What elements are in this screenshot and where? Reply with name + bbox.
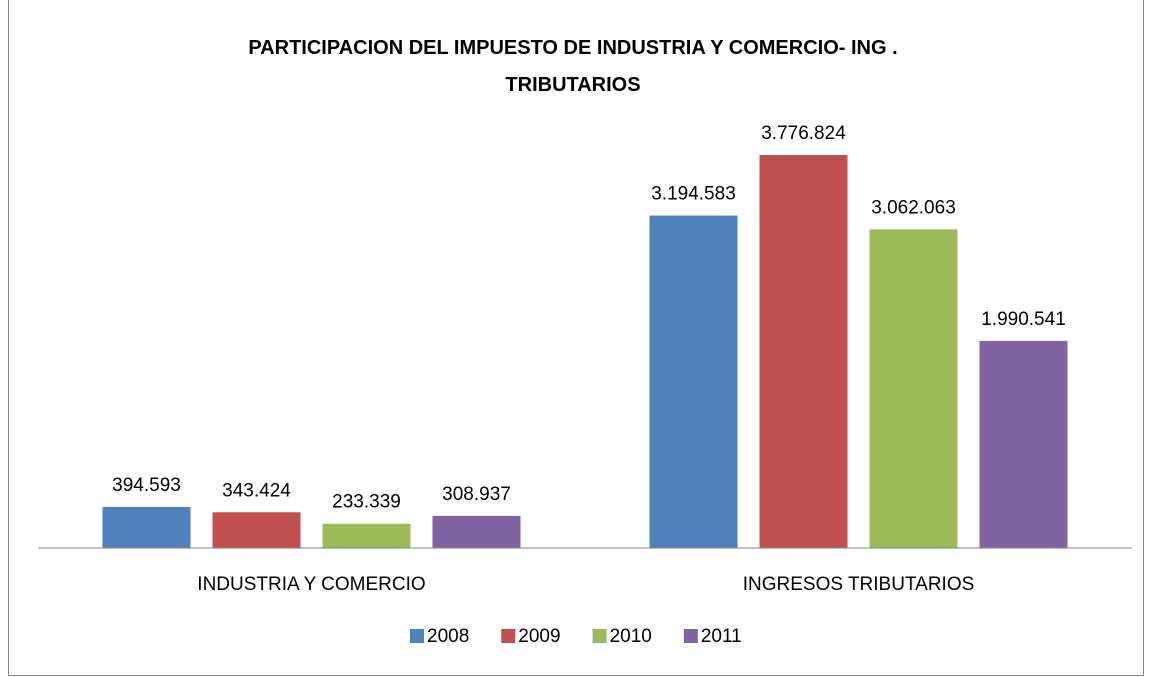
x-tick-label: INDUSTRIA Y COMERCIO	[197, 574, 425, 595]
legend-swatch	[683, 629, 698, 643]
bar	[649, 215, 738, 548]
data-label: 394.593	[112, 475, 181, 496]
bar	[322, 523, 411, 548]
data-label: 1.990.541	[981, 309, 1066, 330]
data-label: 3.194.583	[651, 184, 736, 205]
legend-swatch	[501, 629, 516, 643]
legend-label: 2008	[427, 626, 469, 647]
legend-swatch	[592, 629, 607, 643]
data-label: 308.937	[442, 484, 511, 505]
bar	[432, 515, 521, 548]
data-label: 3.062.063	[871, 197, 956, 218]
data-label: 233.339	[332, 492, 401, 513]
chart-title: PARTICIPACION DEL IMPUESTO DE INDUSTRIA …	[248, 37, 898, 96]
legend-label: 2009	[518, 626, 560, 647]
data-label: 3.776.824	[761, 123, 846, 144]
legend-label: 2011	[701, 626, 742, 647]
data-label: 343.424	[222, 480, 291, 501]
chart-frame	[8, 0, 1144, 676]
legend-swatch	[410, 629, 424, 643]
bar	[759, 155, 848, 548]
bar	[102, 506, 191, 548]
bar	[212, 512, 301, 548]
legend-label: 2010	[610, 626, 652, 647]
bar	[869, 229, 958, 548]
x-tick-label: INGRESOS TRIBUTARIOS	[743, 574, 975, 595]
bar	[979, 340, 1068, 548]
